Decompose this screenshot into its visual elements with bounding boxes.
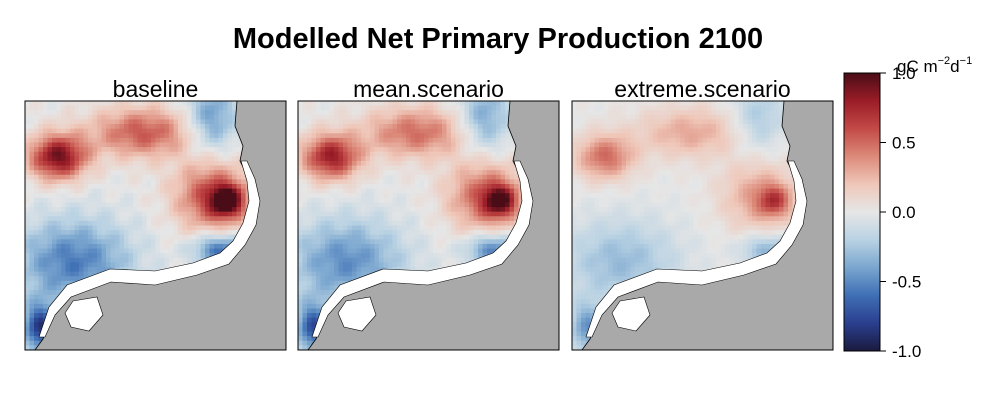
colorbar-tick-label: -0.5 [892,273,921,292]
estuary [337,296,377,332]
colorbar-unit: gC m−2d−1 [897,55,972,76]
panel-plot-area [298,101,559,350]
panel-frame [571,100,834,351]
colorbar-tick-label: 0.0 [892,203,916,222]
panel-title: mean.scenario [353,76,504,102]
unit-exponent-1: −2 [938,55,951,67]
unit-mid: d [950,57,959,76]
colorbar-ticks: 1.0 0.5 0.0 -0.5 -1.0 [880,64,921,361]
panel-title: baseline [113,76,199,102]
panel-plot-area [572,101,833,350]
figure-title: Modelled Net Primary Production 2100 [233,23,763,55]
panel-title: extreme.scenario [614,76,790,102]
coastal-shallows [311,160,534,338]
colorbar-tick-label: 1.0 [892,64,916,83]
colorbar-gradient [843,72,881,352]
unit-exponent-2: −1 [960,55,973,67]
map-panel-baseline: baseline [24,76,287,351]
panel-plot-area [25,101,286,350]
map-panel-mean-scenario: mean.scenario [297,76,560,351]
map-panel-extreme-scenario: extreme.scenario [571,76,834,351]
panel-frame [297,100,560,351]
unit-base: gC m [897,57,938,76]
panels-group: baseline mean.scenario extreme.scenario [24,76,834,351]
colorbar-tick-label: -1.0 [892,342,921,361]
estuary [64,296,104,332]
coastal-shallows [585,160,808,338]
coastal-shallows [38,160,261,338]
panel-frame [24,100,287,351]
colorbar-tick-label: 0.5 [892,134,916,153]
estuary [611,296,651,332]
colorbar: 1.0 0.5 0.0 -0.5 -1.0 gC m−2d−1 [843,55,972,361]
